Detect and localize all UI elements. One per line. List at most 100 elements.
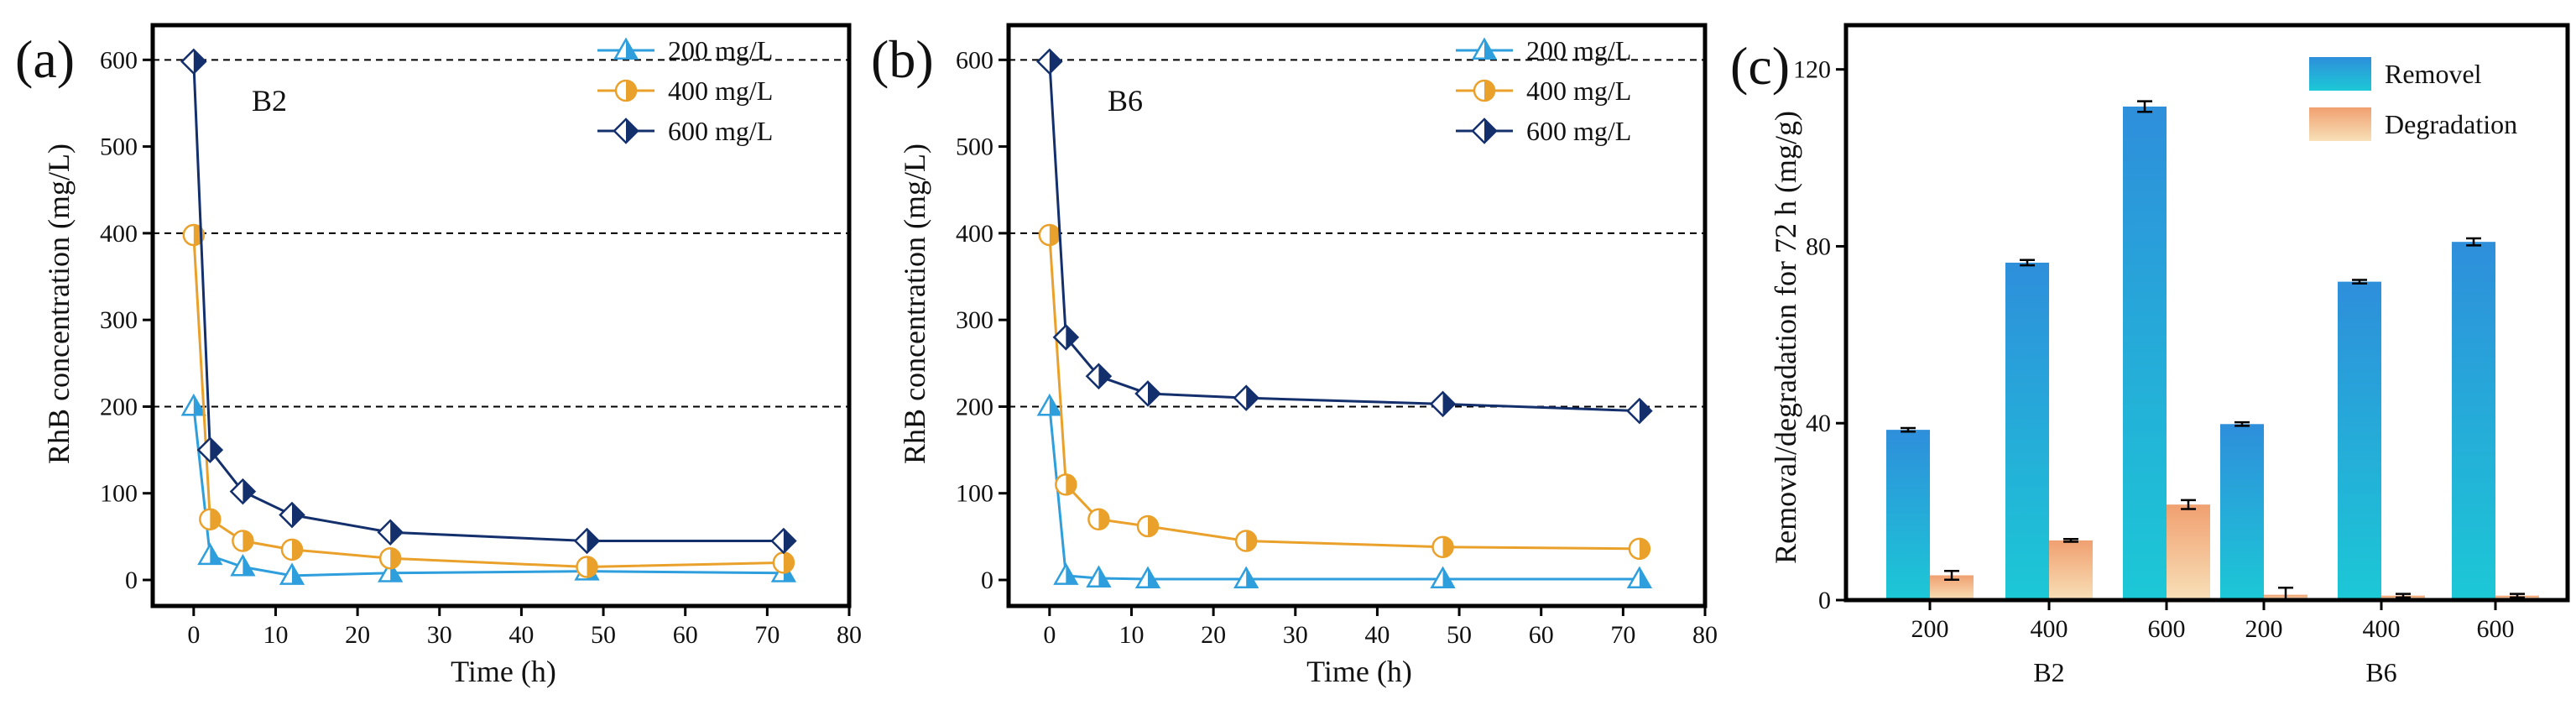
legend-label: Removel xyxy=(2385,59,2482,89)
legend: 200 mg/L 400 mg/L 600 mg/L xyxy=(597,35,773,146)
legend-label: 600 mg/L xyxy=(668,116,773,146)
data-point-half xyxy=(1049,50,1061,74)
y-tick-label: 100 xyxy=(956,480,993,508)
data-point-half xyxy=(1098,567,1110,587)
x-tick-label: 0 xyxy=(187,621,200,649)
data-point xyxy=(279,562,305,585)
data-point xyxy=(180,393,206,416)
chart-panel-a: (a) B2 Time (h) RhB concentration (mg/L)… xyxy=(15,23,862,688)
data-point-half xyxy=(783,529,795,553)
legend-label: 600 mg/L xyxy=(1526,116,1631,146)
plot-frame xyxy=(1843,23,2570,603)
x-tick-label: 400 xyxy=(2031,615,2068,643)
data-point xyxy=(1134,380,1161,407)
legend-label: 200 mg/L xyxy=(1526,35,1631,65)
data-point xyxy=(180,48,207,76)
data-point xyxy=(772,551,795,574)
panel-label-c: (c) xyxy=(1730,36,1790,96)
legend-marker-half xyxy=(626,119,638,143)
legend-label: 400 mg/L xyxy=(668,76,773,106)
data-point xyxy=(770,527,797,555)
data-point-half xyxy=(242,479,255,504)
legend-label: 400 mg/L xyxy=(1526,76,1631,106)
legend-marker xyxy=(614,79,638,102)
data-point xyxy=(377,519,404,546)
data-point-half xyxy=(1049,395,1061,415)
data-point-half xyxy=(1246,530,1257,551)
x-tick-label: 10 xyxy=(263,621,288,649)
x-tick-label: 80 xyxy=(1692,621,1718,649)
data-point xyxy=(1053,562,1079,585)
legend-marker xyxy=(1473,79,1496,102)
data-point-half xyxy=(242,556,254,576)
data-point-half xyxy=(292,564,303,584)
data-point-half xyxy=(1246,386,1259,410)
data-point xyxy=(1628,537,1651,561)
x-tick-label: 10 xyxy=(1119,621,1144,649)
data-point xyxy=(1233,384,1259,411)
data-point xyxy=(1430,566,1456,588)
legend-label: Degradation xyxy=(2385,109,2517,139)
bar-removal xyxy=(1886,430,1930,600)
data-point xyxy=(573,527,601,555)
plot-frame xyxy=(150,23,852,608)
group-label-b6: B6 xyxy=(2365,657,2396,687)
y-tick-label: 80 xyxy=(1806,232,1831,260)
x-tick-label: 600 xyxy=(2477,615,2515,643)
panel-label-a: (a) xyxy=(15,29,75,89)
data-point-half xyxy=(1639,567,1650,588)
y-tick-label: 500 xyxy=(100,133,138,161)
x-tick-label: 70 xyxy=(754,621,780,649)
legend-marker xyxy=(613,118,639,144)
data-point-half xyxy=(1049,224,1060,245)
x-tick-label: 70 xyxy=(1610,621,1635,649)
data-point-half xyxy=(292,539,302,560)
x-tick-label: 50 xyxy=(591,621,616,649)
data-point-half xyxy=(1639,538,1650,559)
x-axis-title-b: Time (h) xyxy=(1306,655,1412,688)
x-tick-label: 200 xyxy=(1911,615,1949,643)
legend-marker-half xyxy=(626,81,636,101)
data-point-half xyxy=(1442,567,1454,588)
legend-label: 200 mg/L xyxy=(668,35,773,65)
y-tick-label: 600 xyxy=(100,46,138,74)
panel-label-b: (b) xyxy=(871,29,934,89)
chart-panel-b: (b) B6 Time (h) RhB concentration (mg/L)… xyxy=(871,23,1718,688)
bar-removal xyxy=(2005,262,2049,600)
legend: 200 mg/L 400 mg/L 600 mg/L xyxy=(1456,35,1631,146)
series-line-200-mg-L xyxy=(1048,406,1640,581)
y-tick-label: 200 xyxy=(100,393,138,420)
data-point-half xyxy=(1246,567,1258,588)
data-point-half xyxy=(242,530,253,551)
data-point-half xyxy=(210,545,222,564)
y-tick-label: 400 xyxy=(956,220,993,248)
data-point xyxy=(1134,566,1161,588)
legend-marker xyxy=(613,37,639,60)
sample-label-b: B6 xyxy=(1108,84,1143,118)
data-point-half xyxy=(1442,536,1453,557)
y-tick-label: 600 xyxy=(956,46,993,74)
data-point xyxy=(1036,393,1062,416)
group-label-b2: B2 xyxy=(2033,657,2064,687)
data-point xyxy=(1087,508,1110,530)
x-tick-label: 40 xyxy=(508,621,534,649)
data-point-half xyxy=(210,509,221,530)
legend-swatch-degradation xyxy=(2309,107,2371,141)
x-tick-label: 30 xyxy=(1283,621,1308,649)
y-tick-label: 0 xyxy=(1818,587,1831,614)
bar-removal xyxy=(2452,242,2495,600)
data-point-half xyxy=(193,395,205,415)
data-point xyxy=(229,478,257,505)
legend-marker-half xyxy=(1484,119,1496,143)
legend-marker xyxy=(1471,37,1498,60)
x-tick-label: 600 xyxy=(2148,615,2186,643)
x-tick-label: 20 xyxy=(345,621,370,649)
data-point-half xyxy=(1098,364,1111,389)
y-tick-label: 300 xyxy=(100,306,138,334)
data-point-half xyxy=(1066,325,1078,349)
data-point xyxy=(1038,223,1061,247)
data-point-half xyxy=(587,529,599,553)
x-tick-label: 0 xyxy=(1043,621,1056,649)
sample-label-a: B2 xyxy=(252,84,287,118)
